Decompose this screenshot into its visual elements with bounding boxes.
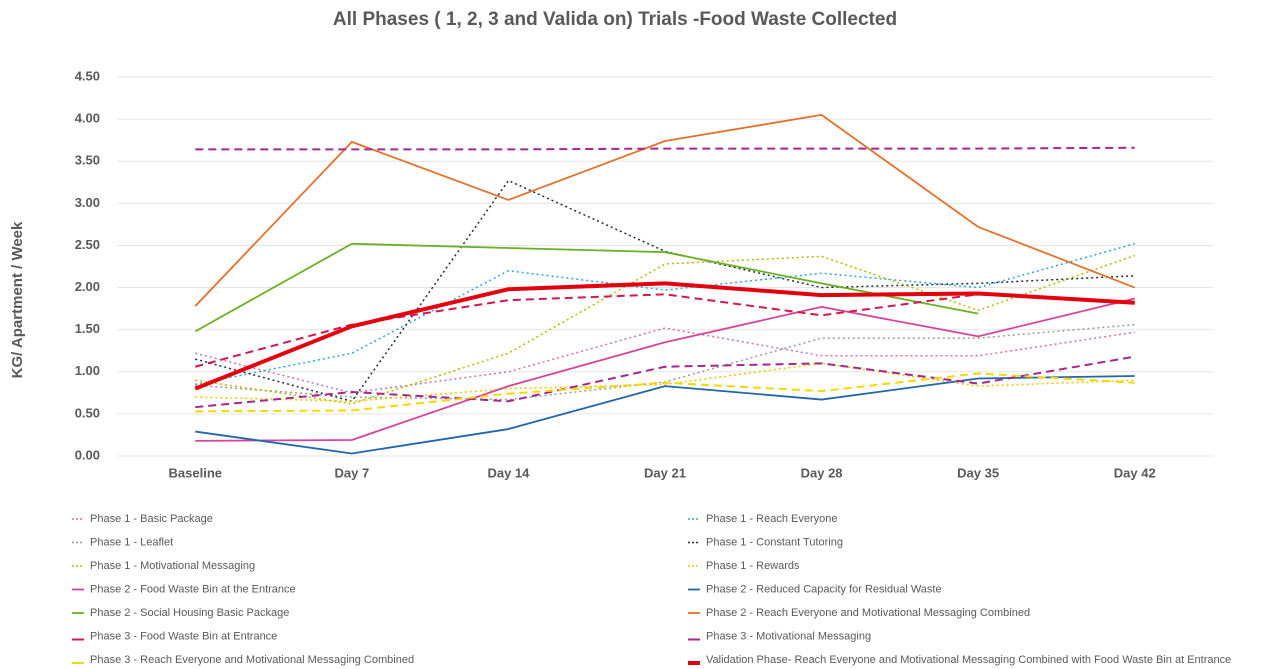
- legend-label: Phase 2 - Reduced Capacity for Residual …: [706, 583, 942, 595]
- x-tick-label: Day 35: [957, 465, 999, 480]
- y-tick-label: 4.00: [75, 111, 100, 126]
- y-axis-label: KG/ Apartment / Week: [9, 221, 26, 378]
- y-tick-label: 3.00: [75, 195, 100, 210]
- series-line: [194, 114, 1136, 307]
- legend-label: Phase 1 - Motivational Messaging: [90, 560, 255, 572]
- x-tick-label: Day 7: [335, 465, 370, 480]
- series-line: [195, 146, 1135, 151]
- x-tick-label: Day 14: [487, 465, 530, 480]
- series-line: [194, 281, 1135, 391]
- y-tick-label: 4.50: [75, 68, 100, 83]
- y-tick-label: 0.50: [75, 405, 100, 420]
- legend-label: Phase 3 - Reach Everyone and Motivationa…: [90, 654, 414, 666]
- y-tick-label: 2.00: [75, 279, 100, 294]
- y-tick-label: 3.50: [75, 153, 100, 168]
- legend-label: Phase 1 - Leaflet: [90, 536, 173, 548]
- series-line: [195, 254, 1135, 405]
- legend-label: Phase 3 - Food Waste Bin at Entrance: [90, 630, 277, 642]
- series-line: [195, 243, 1135, 386]
- x-tick-label: Day 42: [1114, 465, 1156, 480]
- x-tick-label: Day 28: [801, 465, 843, 480]
- series-line: [195, 355, 1135, 409]
- series-line: [194, 242, 979, 333]
- legend-label: Validation Phase- Reach Everyone and Mot…: [706, 654, 1231, 666]
- series-line: [195, 179, 1135, 403]
- legend-label: Phase 1 - Constant Tutoring: [706, 536, 843, 548]
- legend-label: Phase 2 - Reach Everyone and Motivationa…: [706, 607, 1030, 619]
- x-tick-label: Baseline: [169, 465, 222, 480]
- series-line: [195, 297, 1135, 442]
- series-line: [195, 362, 1135, 403]
- series-line: [195, 375, 1135, 455]
- legend-label: Phase 2 - Social Housing Basic Package: [90, 607, 289, 619]
- legend-label: Phase 1 - Reach Everyone: [706, 513, 837, 525]
- chart-title: All Phases ( 1, 2, 3 and Valida on) Tria…: [333, 9, 897, 30]
- legend-label: Phase 1 - Rewards: [706, 560, 800, 572]
- legend-label: Phase 1 - Basic Package: [90, 513, 213, 525]
- y-tick-label: 1.00: [75, 363, 100, 378]
- series-line: [195, 372, 1135, 413]
- y-tick-label: 1.50: [75, 321, 100, 336]
- legend-label: Phase 3 - Motivational Messaging: [706, 630, 871, 642]
- y-tick-label: 0.00: [75, 447, 100, 462]
- legend-label: Phase 2 - Food Waste Bin at the Entrance: [90, 583, 296, 595]
- x-tick-label: Day 21: [644, 465, 686, 480]
- y-tick-label: 2.50: [75, 237, 100, 252]
